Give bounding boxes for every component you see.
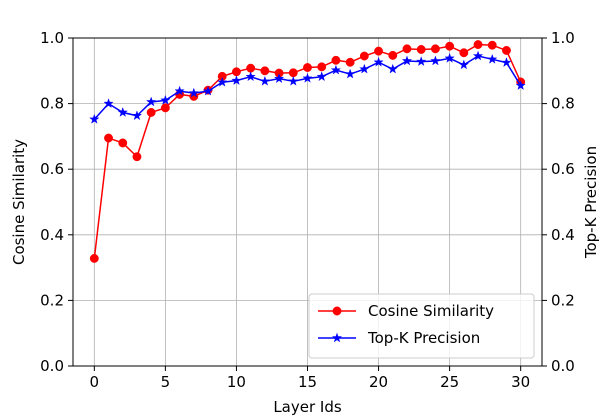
x-tick-label: 10 xyxy=(227,373,246,391)
data-point xyxy=(160,103,170,113)
y-tick-label-right: 0.4 xyxy=(551,226,575,244)
data-point xyxy=(416,56,427,66)
data-point xyxy=(373,56,384,67)
data-point xyxy=(317,62,327,72)
axes: 0 5 10 15 20 25 30 0.0 0.0 0.2 0.2 0.4 0.4 0.6 0.6 0.8 0… xyxy=(40,29,575,391)
data-point xyxy=(487,53,498,64)
data-point xyxy=(188,87,199,98)
data-point xyxy=(345,57,355,67)
data-point xyxy=(388,50,398,60)
data-point xyxy=(487,40,497,50)
data-point xyxy=(444,52,455,63)
data-point xyxy=(430,44,440,54)
data-point xyxy=(117,107,128,117)
data-point xyxy=(132,152,142,162)
data-point xyxy=(103,98,114,108)
data-point xyxy=(330,64,342,75)
data-point xyxy=(445,41,455,51)
y-tick-label-left: 1.0 xyxy=(40,29,64,47)
data-point xyxy=(273,73,285,84)
y-tick-label-right: 0.6 xyxy=(551,160,575,178)
x-tick-label: 20 xyxy=(369,373,388,391)
legend: Cosine Similarity Top-K Precision xyxy=(308,293,535,359)
data-point xyxy=(131,110,143,121)
y-axis-label-right: Top-K Precision xyxy=(582,146,600,259)
y-tick-label-left: 0.6 xyxy=(40,160,64,178)
data-point xyxy=(430,55,441,66)
data-point xyxy=(160,94,171,105)
legend-item: Cosine Similarity xyxy=(318,302,494,320)
legend-marker xyxy=(331,332,343,343)
data-point xyxy=(245,71,256,82)
data-point xyxy=(118,138,128,148)
legend-marker xyxy=(332,306,342,316)
data-point xyxy=(331,55,341,65)
y-tick-label-left: 0.2 xyxy=(40,291,64,309)
data-point xyxy=(515,80,526,90)
data-point xyxy=(202,85,214,96)
data-point xyxy=(458,59,469,70)
y-tick-label-right: 1.0 xyxy=(551,29,575,47)
data-point xyxy=(104,133,113,143)
y-tick-label-right: 0.0 xyxy=(551,357,575,375)
data-point xyxy=(302,72,313,83)
data-point xyxy=(502,46,511,55)
x-tick-label: 0 xyxy=(90,373,100,391)
data-point xyxy=(174,85,185,96)
data-point xyxy=(472,50,484,61)
y-axis-label-left: Cosine Similarity xyxy=(10,139,28,265)
x-axis-label: Layer Ids xyxy=(273,398,342,416)
y-tick-label-right: 0.2 xyxy=(551,291,575,309)
data-point xyxy=(473,40,483,50)
data-point xyxy=(416,45,426,54)
data-point xyxy=(359,63,370,74)
data-point xyxy=(401,55,413,66)
data-point xyxy=(89,253,99,263)
data-point xyxy=(303,63,312,72)
legend-box xyxy=(308,293,535,359)
data-point xyxy=(387,63,398,74)
data-point xyxy=(231,75,242,86)
data-point xyxy=(89,113,100,124)
data-point xyxy=(288,68,298,78)
data-point xyxy=(501,57,512,67)
series-layer xyxy=(89,40,526,263)
legend-label: Top-K Precision xyxy=(367,329,480,347)
data-point xyxy=(316,71,327,82)
data-point xyxy=(259,75,271,86)
x-tick-label: 15 xyxy=(298,373,317,391)
data-point xyxy=(359,51,369,61)
data-point xyxy=(246,63,256,73)
y-tick-label-left: 0.4 xyxy=(40,226,64,244)
x-tick-label: 25 xyxy=(440,373,459,391)
data-point xyxy=(146,96,157,107)
data-point xyxy=(402,44,412,54)
data-point xyxy=(231,67,241,77)
legend-item: Top-K Precision xyxy=(318,329,480,347)
data-point xyxy=(459,48,469,58)
y-tick-label-left: 0.0 xyxy=(40,357,64,375)
data-point xyxy=(344,68,356,79)
data-point xyxy=(146,108,156,117)
x-tick-label: 5 xyxy=(161,373,171,391)
data-point xyxy=(260,66,270,76)
y-tick-label-right: 0.8 xyxy=(551,95,575,113)
y-tick-label-left: 0.8 xyxy=(40,95,64,113)
data-point xyxy=(374,46,384,56)
series-top-k-precision xyxy=(89,50,526,124)
data-point xyxy=(217,76,228,87)
legend-label: Cosine Similarity xyxy=(368,302,494,320)
x-tick-label: 30 xyxy=(511,373,530,391)
data-point xyxy=(288,75,299,86)
